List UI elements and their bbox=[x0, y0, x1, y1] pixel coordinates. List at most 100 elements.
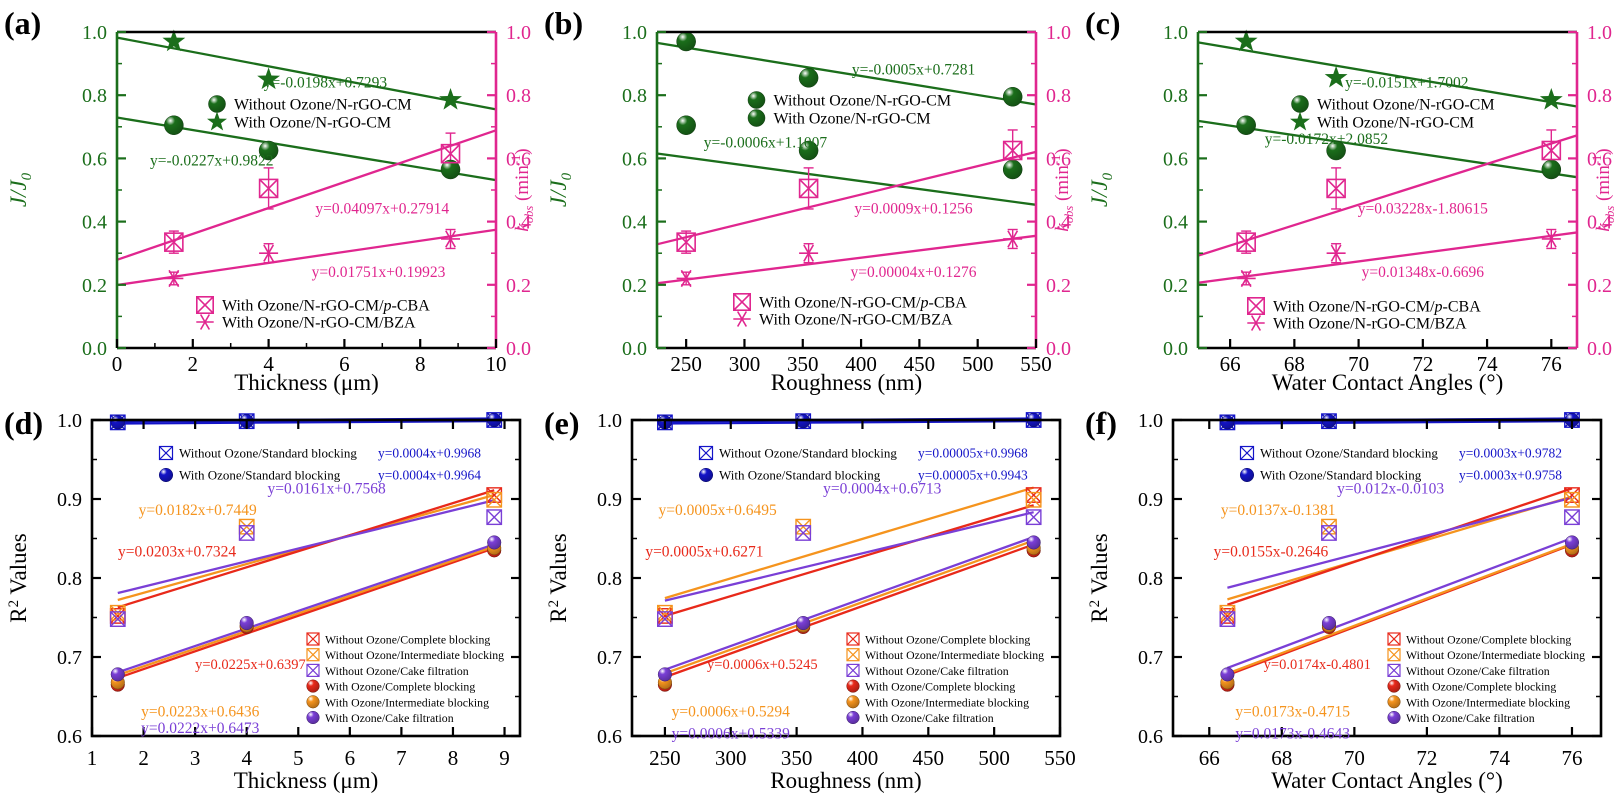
svg-text:0.0: 0.0 bbox=[1163, 338, 1188, 360]
svg-text:0.2: 0.2 bbox=[1046, 275, 1071, 297]
svg-text:Without Ozone/N-rGO-CM: Without Ozone/N-rGO-CM bbox=[1317, 97, 1495, 114]
svg-text:Without Ozone/Standard blockin: Without Ozone/Standard blocking bbox=[1260, 446, 1438, 461]
svg-text:0.8: 0.8 bbox=[1163, 85, 1188, 107]
svg-text:1.0: 1.0 bbox=[1163, 22, 1188, 44]
svg-text:0.6: 0.6 bbox=[1138, 726, 1163, 748]
svg-text:y=0.00004x+0.1276: y=0.00004x+0.1276 bbox=[851, 264, 977, 281]
svg-text:R2 Values: R2 Values bbox=[546, 533, 571, 623]
svg-text:4: 4 bbox=[241, 746, 252, 770]
svg-text:y=0.0203x+0.7324: y=0.0203x+0.7324 bbox=[118, 544, 236, 561]
svg-text:Water Contact Angles (°): Water Contact Angles (°) bbox=[1271, 768, 1503, 793]
svg-text:With Ozone/Standard blocking: With Ozone/Standard blocking bbox=[179, 468, 341, 483]
svg-text:Without Ozone/Intermediate blo: Without Ozone/Intermediate blocking bbox=[1406, 648, 1585, 662]
svg-text:Without Ozone/Cake filtration: Without Ozone/Cake filtration bbox=[1406, 664, 1550, 678]
svg-text:Without Ozone/Cake filtration: Without Ozone/Cake filtration bbox=[325, 664, 469, 678]
svg-text:74: 74 bbox=[1489, 746, 1511, 770]
svg-text:y=0.0006x+0.5339: y=0.0006x+0.5339 bbox=[672, 725, 790, 742]
svg-text:y=0.0005x+0.6495: y=0.0005x+0.6495 bbox=[658, 502, 776, 519]
svg-text:y=0.03228x-1.80615: y=0.03228x-1.80615 bbox=[1358, 201, 1488, 218]
svg-text:0.7: 0.7 bbox=[57, 647, 82, 669]
svg-text:With Ozone/Complete blocking: With Ozone/Complete blocking bbox=[325, 680, 475, 694]
svg-text:0.8: 0.8 bbox=[1046, 85, 1071, 107]
svg-text:Without Ozone/Complete blockin: Without Ozone/Complete blocking bbox=[1406, 633, 1571, 647]
svg-text:With Ozone/N-rGO-CM: With Ozone/N-rGO-CM bbox=[774, 111, 931, 128]
svg-text:y=-0.0172x+2.0852: y=-0.0172x+2.0852 bbox=[1265, 131, 1388, 148]
svg-text:With Ozone/N-rGO-CM/BZA: With Ozone/N-rGO-CM/BZA bbox=[759, 312, 953, 329]
svg-text:y=0.04097x+0.27914: y=0.04097x+0.27914 bbox=[315, 201, 449, 218]
svg-text:Water Contact Angles (°): Water Contact Angles (°) bbox=[1272, 370, 1504, 395]
svg-text:250: 250 bbox=[670, 352, 702, 376]
svg-text:0.2: 0.2 bbox=[622, 275, 647, 297]
svg-text:Roughness (nm): Roughness (nm) bbox=[771, 370, 922, 395]
svg-text:With Ozone/Standard blocking: With Ozone/Standard blocking bbox=[1260, 468, 1422, 483]
svg-text:Without Ozone/Intermediate blo: Without Ozone/Intermediate blocking bbox=[325, 648, 504, 662]
svg-text:1.0: 1.0 bbox=[1587, 22, 1612, 44]
svg-text:With Ozone/N-rGO-CM/p-CBA: With Ozone/N-rGO-CM/p-CBA bbox=[759, 295, 967, 312]
svg-text:550: 550 bbox=[1044, 746, 1076, 770]
svg-text:550: 550 bbox=[1020, 352, 1052, 376]
svg-text:0.2: 0.2 bbox=[82, 275, 107, 297]
svg-text:y=0.0004x+0.6713: y=0.0004x+0.6713 bbox=[823, 480, 941, 497]
svg-text:With Ozone/Complete blocking: With Ozone/Complete blocking bbox=[865, 680, 1015, 694]
svg-text:y=0.0137x-0.1381: y=0.0137x-0.1381 bbox=[1221, 502, 1336, 519]
svg-text:y=0.01348x-0.6696: y=0.01348x-0.6696 bbox=[1362, 264, 1485, 281]
svg-text:0.8: 0.8 bbox=[82, 85, 107, 107]
svg-text:Without Ozone/Standard blockin: Without Ozone/Standard blocking bbox=[179, 446, 357, 461]
svg-text:With Ozone/Complete blocking: With Ozone/Complete blocking bbox=[1406, 680, 1556, 694]
svg-text:0.9: 0.9 bbox=[1138, 489, 1163, 511]
svg-text:0.2: 0.2 bbox=[506, 275, 531, 297]
svg-text:6: 6 bbox=[345, 746, 356, 770]
svg-text:y=0.0173x-0.4643: y=0.0173x-0.4643 bbox=[1235, 725, 1350, 742]
svg-text:Without Ozone/Complete blockin: Without Ozone/Complete blocking bbox=[325, 633, 490, 647]
svg-text:Without Ozone/Standard blockin: Without Ozone/Standard blocking bbox=[719, 446, 897, 461]
svg-text:(a): (a) bbox=[4, 5, 41, 41]
svg-text:70: 70 bbox=[1344, 746, 1365, 770]
svg-text:(d): (d) bbox=[4, 405, 43, 441]
svg-text:y=0.0222x+0.6473: y=0.0222x+0.6473 bbox=[141, 720, 259, 737]
svg-text:With Ozone/N-rGO-CM/BZA: With Ozone/N-rGO-CM/BZA bbox=[1273, 316, 1467, 333]
svg-text:3: 3 bbox=[190, 746, 201, 770]
svg-text:66: 66 bbox=[1220, 352, 1241, 376]
svg-text:1.0: 1.0 bbox=[1138, 410, 1163, 432]
svg-text:9: 9 bbox=[499, 746, 510, 770]
svg-text:R2 Values: R2 Values bbox=[6, 533, 31, 623]
svg-text:350: 350 bbox=[781, 746, 813, 770]
svg-text:Without Ozone/Cake filtration: Without Ozone/Cake filtration bbox=[865, 664, 1009, 678]
svg-text:0.4: 0.4 bbox=[1163, 212, 1188, 234]
svg-text:y=0.0174x-0.4801: y=0.0174x-0.4801 bbox=[1264, 657, 1371, 673]
svg-text:y=0.0004x+0.9964: y=0.0004x+0.9964 bbox=[378, 468, 481, 483]
svg-text:0.6: 0.6 bbox=[57, 726, 82, 748]
svg-text:300: 300 bbox=[715, 746, 747, 770]
svg-text:With Ozone/N-rGO-CM: With Ozone/N-rGO-CM bbox=[234, 115, 391, 132]
svg-text:With Ozone/Intermediate blocki: With Ozone/Intermediate blocking bbox=[1406, 695, 1570, 709]
svg-text:y=0.01751x+0.19923: y=0.01751x+0.19923 bbox=[312, 264, 446, 281]
svg-text:0.8: 0.8 bbox=[597, 568, 622, 590]
svg-text:5: 5 bbox=[293, 746, 304, 770]
svg-text:With Ozone/Intermediate blocki: With Ozone/Intermediate blocking bbox=[325, 695, 489, 709]
svg-text:y=-0.0005x+0.7281: y=-0.0005x+0.7281 bbox=[852, 62, 975, 79]
svg-text:0.2: 0.2 bbox=[1163, 275, 1188, 297]
svg-text:y=-0.0151x+1.7002: y=-0.0151x+1.7002 bbox=[1345, 74, 1468, 91]
svg-text:0.0: 0.0 bbox=[1587, 338, 1612, 360]
svg-text:0.8: 0.8 bbox=[1587, 85, 1612, 107]
svg-text:y=0.0223x+0.6436: y=0.0223x+0.6436 bbox=[141, 703, 259, 720]
svg-text:Without Ozone/Complete blockin: Without Ozone/Complete blocking bbox=[865, 633, 1030, 647]
svg-text:y=0.00005x+0.9968: y=0.00005x+0.9968 bbox=[918, 446, 1028, 461]
svg-text:0.8: 0.8 bbox=[57, 568, 82, 590]
svg-text:7: 7 bbox=[396, 746, 407, 770]
svg-text:(f): (f) bbox=[1085, 405, 1117, 441]
svg-text:1.0: 1.0 bbox=[506, 22, 531, 44]
svg-text:1: 1 bbox=[87, 746, 98, 770]
svg-text:0.6: 0.6 bbox=[82, 148, 107, 170]
svg-text:y=0.0225x+0.6397: y=0.0225x+0.6397 bbox=[195, 657, 306, 673]
svg-text:Without Ozone/N-rGO-CM: Without Ozone/N-rGO-CM bbox=[234, 97, 412, 114]
svg-text:0.7: 0.7 bbox=[1138, 647, 1163, 669]
svg-text:y=0.0003x+0.9758: y=0.0003x+0.9758 bbox=[1459, 468, 1562, 483]
svg-text:Without Ozone/N-rGO-CM: Without Ozone/N-rGO-CM bbox=[774, 93, 952, 110]
svg-text:300: 300 bbox=[729, 352, 761, 376]
svg-text:0.7: 0.7 bbox=[597, 647, 622, 669]
svg-text:Roughness (nm): Roughness (nm) bbox=[770, 768, 921, 793]
svg-text:With Ozone/Cake filtration: With Ozone/Cake filtration bbox=[1406, 711, 1535, 725]
svg-text:450: 450 bbox=[913, 746, 945, 770]
svg-text:With Ozone/Standard blocking: With Ozone/Standard blocking bbox=[719, 468, 881, 483]
